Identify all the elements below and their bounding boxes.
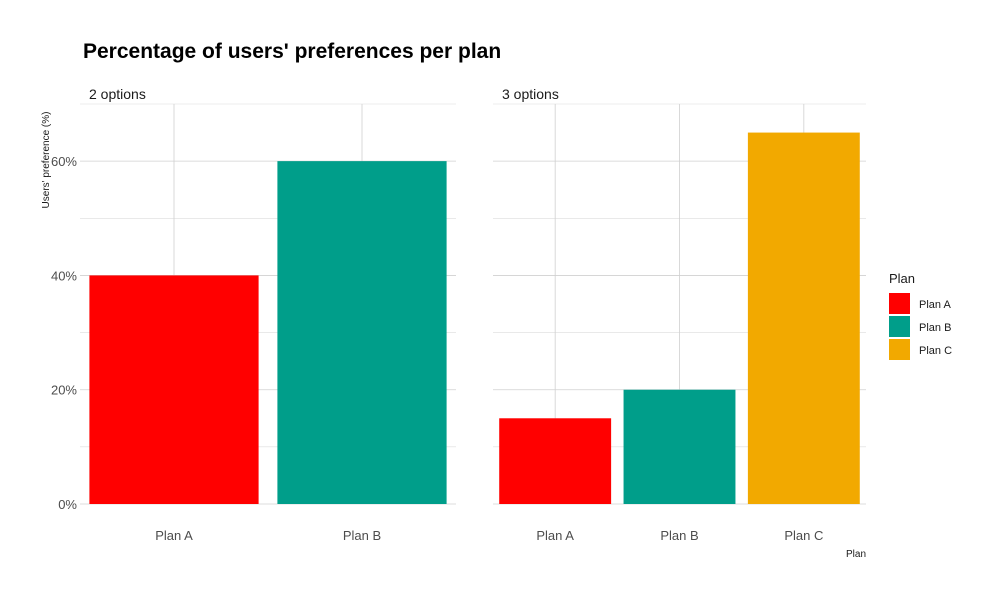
- x-tick-label: Plan B: [660, 528, 698, 543]
- x-tick-label: Plan B: [343, 528, 381, 543]
- panels-layer: 2 options Plan A Plan B 0% 20% 40% 60% 3 option…: [51, 86, 866, 543]
- facet-label: 2 options: [89, 86, 146, 102]
- y-axis-title: Users' preference (%): [41, 112, 52, 209]
- bar-plan-a: [89, 275, 259, 504]
- legend-swatch: [889, 316, 910, 337]
- y-tick-label: 0%: [58, 497, 77, 512]
- x-tick-label: Plan A: [155, 528, 193, 543]
- bar-plan-b: [277, 161, 447, 504]
- x-tick-label: Plan A: [536, 528, 574, 543]
- legend-swatch: [889, 339, 910, 360]
- bar-plan-a: [499, 418, 612, 504]
- y-tick-label: 60%: [51, 154, 77, 169]
- bar-plan-b: [623, 389, 736, 504]
- legend-label: Plan A: [919, 299, 951, 311]
- facet-label: 3 options: [502, 86, 559, 102]
- legend-label: Plan C: [919, 345, 952, 357]
- x-axis-title: Plan: [846, 549, 866, 560]
- x-tick-label: Plan C: [784, 528, 823, 543]
- bar-plan-c: [747, 132, 860, 505]
- legend: Plan Plan A Plan B Plan C: [889, 271, 952, 360]
- legend-label: Plan B: [919, 322, 951, 334]
- y-tick-label: 40%: [51, 268, 77, 283]
- panel-1: 2 options Plan A Plan B 0% 20% 40% 60%: [51, 86, 456, 543]
- legend-swatch: [889, 293, 910, 314]
- panel-2: 3 options Plan A Plan B Plan C: [493, 86, 866, 543]
- chart-title: Percentage of users' preferences per pla…: [83, 40, 501, 63]
- y-tick-label: 20%: [51, 383, 77, 398]
- legend-title: Plan: [889, 271, 915, 286]
